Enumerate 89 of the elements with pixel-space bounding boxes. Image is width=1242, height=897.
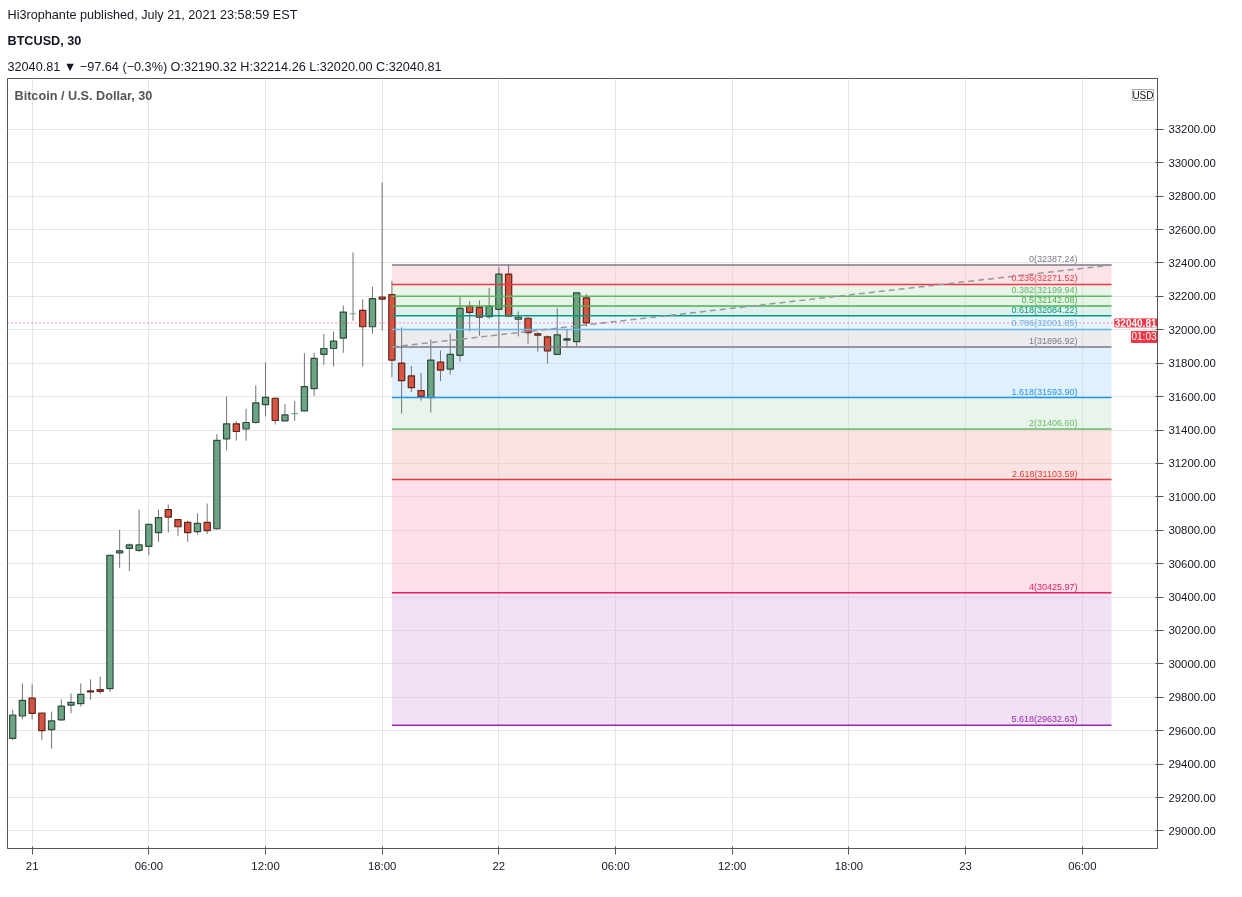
x-tick-label: 06:00 <box>1068 859 1097 872</box>
series-label: 0.786(32001.85) <box>1011 318 1078 329</box>
candlestick <box>57 698 66 722</box>
candlestick <box>397 326 406 415</box>
candlestick <box>222 395 231 452</box>
candlestick <box>378 181 386 332</box>
y-tick-label: 32200.00 <box>1168 290 1216 303</box>
y-tick-label: 32400.00 <box>1168 256 1216 269</box>
series-label: 5.618(29632.63) <box>1011 714 1078 725</box>
y-tick-label: 29800.00 <box>1168 691 1216 704</box>
candlestick <box>164 504 172 534</box>
annotation: Bitcoin / U.S. Dollar, 30 <box>14 88 153 103</box>
y-tick-label: 32600.00 <box>1168 223 1216 236</box>
y-tick-label: 30000.00 <box>1168 657 1216 670</box>
candlestick <box>359 298 367 368</box>
candlestick <box>145 523 153 556</box>
chart-subtitle: 32040.81 ▼ −97.64 (−0.3%) O:32190.32 H:32214.26 L:32020.00 C:32040.81 <box>7 59 442 74</box>
candlestick <box>514 310 523 337</box>
x-tick-label: 18:00 <box>834 859 864 872</box>
candlestick <box>446 333 454 376</box>
candlestick <box>417 372 425 402</box>
x-tick-label: 18:00 <box>368 859 397 872</box>
candlestick <box>232 420 241 442</box>
y-tick-label: 31400.00 <box>1168 424 1216 436</box>
candlestick <box>184 520 192 543</box>
text: Hi3rophante published, July 21, 2021 23:58:59 EST <box>7 7 298 22</box>
candlestick <box>115 529 124 569</box>
candlestick <box>18 682 27 720</box>
y-tick-label: 31000.00 <box>1168 490 1216 503</box>
candlestick <box>563 329 571 348</box>
candlestick <box>67 692 75 714</box>
y-tick-label: 29400.00 <box>1168 758 1216 771</box>
candlestick <box>281 403 289 422</box>
y-tick-label: 29200.00 <box>1168 791 1216 804</box>
y-tick-label: 32800.00 <box>1168 190 1216 203</box>
candlestick <box>47 711 56 750</box>
y-tick-label: 31200.00 <box>1168 457 1216 470</box>
candlestick <box>28 683 36 720</box>
series-label: 1.618(31593.90) <box>1011 386 1078 397</box>
y-tick-label: 33200.00 <box>1168 123 1216 136</box>
candlestick <box>242 408 250 442</box>
series-label: 0.236(32271.52) <box>1011 273 1078 284</box>
candlestick <box>320 333 328 366</box>
candlestick <box>436 349 445 382</box>
y-tick-label: 30200.00 <box>1168 624 1216 637</box>
series-label: 0.618(32084.22) <box>1011 304 1078 315</box>
candlestick <box>174 518 182 537</box>
x-tick-label: 06:00 <box>601 859 630 872</box>
x-tick-label: 12:00 <box>718 859 747 872</box>
candlestick <box>125 543 134 572</box>
series-label: 2(31406.60) <box>1028 417 1078 428</box>
candlestick <box>271 396 279 425</box>
y-tick-label: 32000.00 <box>1168 323 1216 336</box>
y-tick-label: 30400.00 <box>1168 591 1216 604</box>
y-tick-label: 29600.00 <box>1168 724 1216 737</box>
candlestick <box>77 682 85 708</box>
series-label: 4(30425.97) <box>1028 581 1078 592</box>
candlestick <box>534 331 542 353</box>
candlestick <box>193 512 202 536</box>
candlestick <box>86 678 95 701</box>
series-label: 0.382(32199.94) <box>1011 285 1078 296</box>
x-tick-label: 22 <box>492 859 506 872</box>
y-tick-label: 30800.00 <box>1168 524 1216 537</box>
x-tick-label: 12:00 <box>251 859 280 872</box>
x-tick-label: 21 <box>25 859 39 872</box>
candlestick <box>154 509 163 543</box>
y-axis-title: USD <box>1132 89 1154 101</box>
x-tick-label: 06:00 <box>134 859 163 872</box>
candlestick <box>203 503 211 535</box>
ref-line-label: 32040.81 <box>1114 317 1157 329</box>
y-tick-label: 31800.00 <box>1168 357 1216 370</box>
annotation: 01:03 <box>1131 331 1157 343</box>
series-label: 0(32387.24) <box>1028 254 1078 265</box>
candlestick <box>407 365 416 393</box>
y-tick-label: 29000.00 <box>1168 824 1216 837</box>
y-tick-label: 31600.00 <box>1168 390 1216 403</box>
y-tick-label: 33000.00 <box>1168 156 1216 169</box>
series-label: 0.5(32142.08) <box>1021 295 1078 306</box>
candlestick <box>38 712 46 741</box>
series-label: 1(31896.92) <box>1028 335 1078 346</box>
chart-title: BTCUSD, 30 <box>7 33 82 48</box>
candlestick <box>135 509 143 553</box>
candlestick <box>329 330 338 368</box>
candlestick <box>261 362 270 417</box>
series-label: 2.618(31103.59) <box>1012 468 1078 479</box>
y-tick-label: 30600.00 <box>1168 557 1216 570</box>
x-tick-label: 23 <box>959 859 972 872</box>
candlestick <box>252 384 260 424</box>
candlestick <box>8 709 17 741</box>
